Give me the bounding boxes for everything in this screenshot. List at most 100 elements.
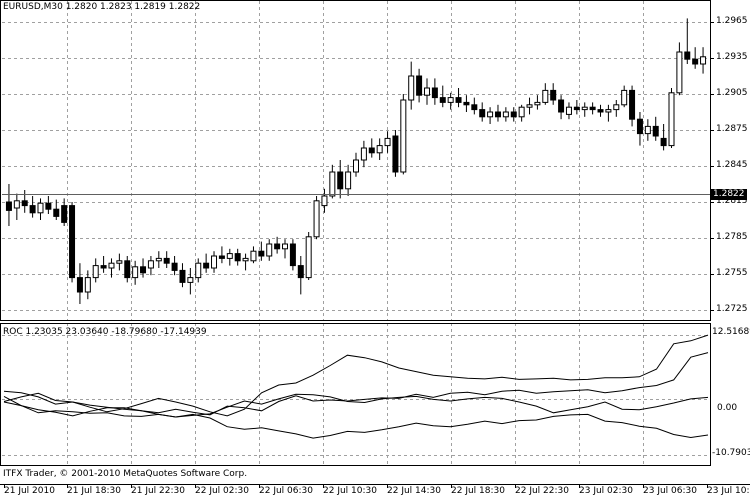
candle: [463, 95, 470, 112]
time-axis-label: 21 Jul 22:30: [131, 486, 185, 496]
candle: [329, 164, 336, 199]
candle: [558, 95, 565, 120]
time-axis-label: 22 Jul 14:30: [387, 486, 441, 496]
candle: [124, 256, 131, 283]
candle: [353, 152, 359, 177]
candle: [479, 102, 486, 122]
candle: [53, 199, 60, 220]
indicator-scale-zero: 0.00: [717, 403, 738, 413]
candle: [69, 202, 76, 283]
candle: [21, 190, 28, 213]
candle: [494, 104, 501, 122]
candle: [400, 94, 407, 175]
time-axis-label: 23 Jul 02:30: [579, 486, 633, 496]
candle: [684, 18, 691, 64]
candle: [518, 104, 525, 122]
time-axis-label: 22 Jul 22:30: [515, 486, 569, 496]
candle: [289, 239, 296, 271]
candle: [502, 107, 509, 122]
candle: [455, 88, 462, 108]
candle: [668, 88, 675, 148]
candle: [226, 248, 233, 266]
candle: [163, 251, 170, 268]
time-axis-label: 22 Jul 18:30: [451, 486, 505, 496]
candle: [360, 140, 367, 168]
chart-frame: [0, 0, 750, 488]
main-grid: [2, 1, 710, 320]
price-axis-label: 1.2965: [716, 16, 748, 26]
candle: [423, 78, 430, 105]
candle: [700, 47, 707, 74]
candle: [471, 97, 478, 115]
candle: [218, 246, 225, 264]
candle: [5, 184, 12, 226]
time-axis-label: 21 Jul 2010: [4, 486, 55, 496]
indicator-scale-bottom: -10.7903: [712, 448, 750, 458]
candle: [76, 263, 83, 304]
candle: [487, 107, 494, 124]
candle: [211, 251, 218, 273]
candle: [84, 270, 91, 300]
candle: [242, 253, 249, 271]
current-price-tag: 1.2822: [711, 188, 747, 200]
candle: [13, 193, 20, 220]
candle: [636, 112, 643, 146]
candle: [297, 256, 304, 295]
candle: [155, 251, 162, 268]
candle: [416, 68, 423, 103]
symbol-legend: EURUSD,M30 1.2820 1.2823 1.2819 1.2822: [3, 2, 201, 12]
candle: [179, 263, 186, 288]
candle: [581, 102, 588, 117]
candle-series: [5, 18, 707, 304]
roc-line-1: [3, 334, 709, 417]
candle: [621, 85, 628, 108]
candle: [61, 198, 68, 226]
candle: [282, 239, 289, 259]
candle: [187, 268, 194, 295]
candle: [345, 164, 352, 196]
candle: [29, 196, 36, 218]
candle: [573, 100, 580, 115]
candle: [313, 196, 320, 240]
price-axis-label: 1.2875: [716, 124, 748, 134]
candle: [258, 241, 265, 261]
candle: [565, 102, 572, 120]
candle: [140, 258, 147, 278]
candle: [692, 47, 699, 69]
candle: [629, 85, 636, 127]
indicator-grid: [2, 323, 710, 465]
candle: [605, 104, 612, 122]
candle: [676, 42, 683, 96]
price-axis-label: 1.2845: [716, 160, 748, 170]
candle: [392, 130, 399, 177]
candle: [45, 196, 52, 214]
candle: [37, 198, 44, 220]
candle: [195, 258, 202, 283]
price-axis-label: 1.2725: [716, 304, 748, 314]
candle: [234, 248, 241, 266]
indicator-scale-top: 12.51689: [712, 327, 750, 337]
candle: [250, 246, 257, 264]
candle: [266, 239, 273, 261]
candle: [447, 92, 454, 110]
copyright-text: ITFX Trader, © 2001-2010 MetaQuotes Soft…: [3, 469, 248, 479]
candle: [171, 256, 178, 276]
price-axis-label: 1.2935: [716, 52, 748, 62]
candle: [274, 236, 281, 254]
candle: [376, 138, 383, 160]
candle: [203, 253, 210, 273]
candle: [337, 160, 344, 199]
candle: [321, 188, 328, 213]
candle: [100, 256, 107, 273]
candle: [597, 104, 604, 117]
time-axis-label: 23 Jul 10:30: [707, 486, 750, 496]
roc-line-3: [3, 352, 709, 416]
time-axis-label: 23 Jul 06:30: [643, 486, 697, 496]
candle: [305, 232, 312, 280]
time-axis-label: 22 Jul 10:30: [323, 486, 377, 496]
candle: [644, 119, 651, 141]
candle: [108, 258, 115, 278]
price-axis-label: 1.2905: [716, 88, 748, 98]
